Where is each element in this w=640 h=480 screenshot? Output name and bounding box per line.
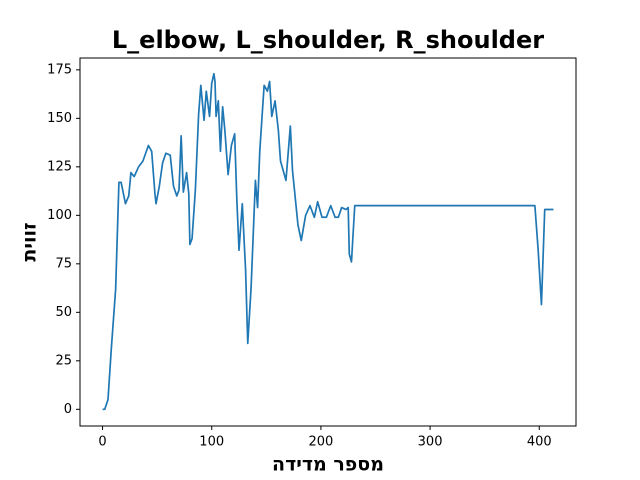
x-axis-label: מספר מדידה [272, 454, 384, 476]
x-tick-label: 200 [308, 435, 333, 450]
y-tick-label: 25 [55, 353, 72, 368]
chart-title: L_elbow, L_shoulder, R_shoulder [112, 26, 544, 54]
y-axis-label: זווית [19, 222, 41, 261]
y-tick-label: 125 [47, 159, 72, 174]
y-tick-label: 75 [55, 256, 72, 271]
x-tick-label: 400 [527, 435, 552, 450]
y-tick-label: 175 [47, 62, 72, 77]
plot-frame [79, 57, 577, 427]
y-tick-label: 100 [47, 208, 72, 223]
x-tick-label: 300 [418, 435, 443, 450]
y-tick-label: 50 [55, 305, 72, 320]
data-line [102, 72, 554, 411]
x-tick-label: 0 [98, 435, 106, 450]
y-tick-label: 0 [64, 402, 72, 417]
x-tick-label: 100 [199, 435, 224, 450]
y-tick-label: 150 [47, 111, 72, 126]
